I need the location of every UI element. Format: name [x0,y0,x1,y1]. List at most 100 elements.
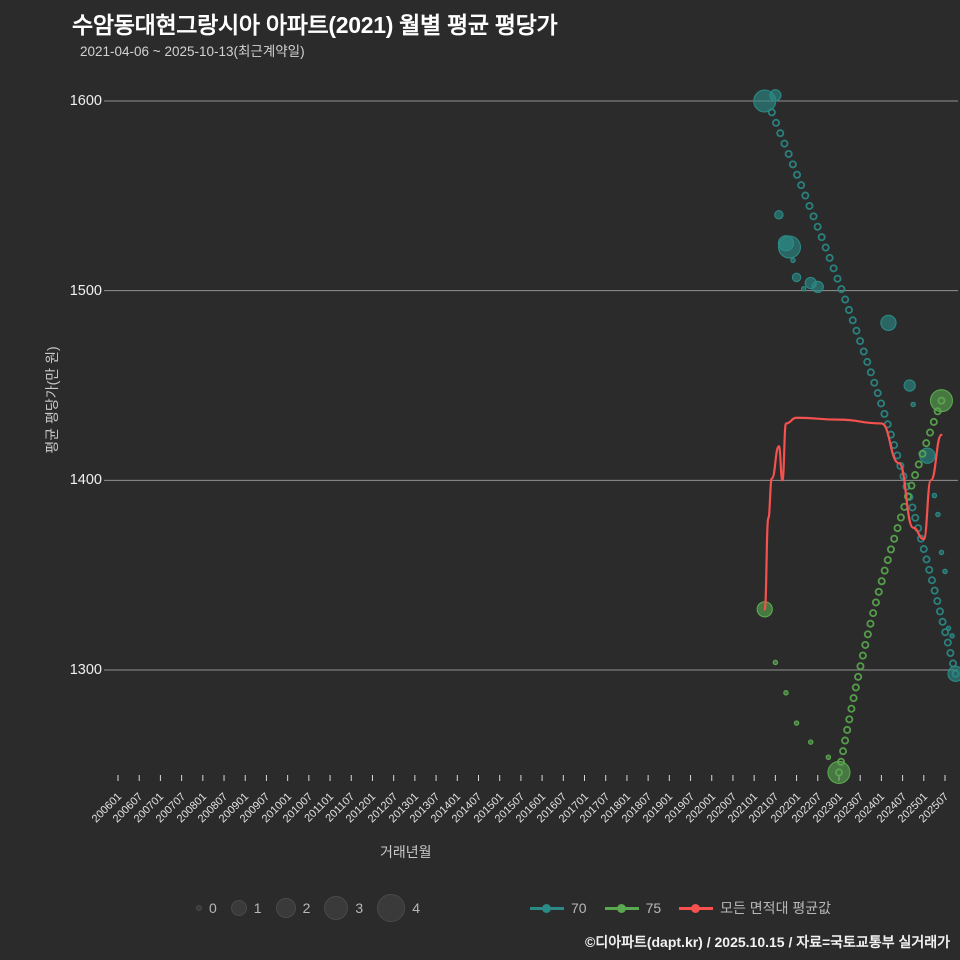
legend-series-list: 70 75 모든 면적대 평균값 [530,893,849,923]
bubble-point [942,568,948,575]
legend-series-item[interactable]: 모든 면적대 평균값 [679,898,831,918]
trend-dot [943,638,952,647]
trend-dot [949,659,958,668]
trend-dot [837,285,846,294]
bubble-point [772,659,779,666]
legend-series-label: 70 [571,900,587,916]
bubble-point [827,760,851,784]
trend-dot [874,587,883,596]
bubble-point [807,739,814,745]
trend-dot [933,597,942,606]
bubble-point [935,511,941,518]
bubble-point [903,379,916,392]
trend-dot [813,222,822,231]
trend-dot [927,576,936,585]
trend-dot [817,233,826,242]
trend-dot [911,513,920,522]
y-tick-label: 1600 [69,93,102,109]
legend-size-item[interactable]: 0 [196,900,217,916]
trend-dot [946,649,955,658]
y-axis-label: 평균 평당가(만 원) [44,346,60,454]
trend-dot [805,201,814,210]
trend-dot [890,534,899,543]
trend-dot [845,715,854,724]
trend-dot [893,524,902,533]
trend-dot [873,389,882,398]
trend-dot [863,357,872,366]
legend-series-item[interactable]: 70 [530,900,587,916]
bubble-point [910,401,916,408]
trend-dot [825,253,834,262]
trend-dot [880,409,889,418]
trend-dot [908,503,917,512]
trend-dot [883,555,892,564]
trend-dot [926,428,935,437]
bubble-point [777,235,802,259]
trend-dot [930,586,939,595]
footer-credit: ©디아파트(dapt.kr) / 2025.10.15 / 자료=국토교통부 실… [585,934,950,950]
bubble-point [825,754,832,760]
trend-dot [821,243,830,252]
trend-dot [941,628,950,637]
legend-size-dot-icon [377,894,406,922]
bubble-point [880,314,897,332]
legend-size-label: 3 [355,900,364,916]
legend-series-item[interactable]: 75 [604,900,661,916]
trend-dot [854,672,863,681]
series-모든 면적대 평균값 [763,416,943,611]
trend-dot [870,378,879,387]
legend-size-dot-icon [324,896,349,920]
bubble-point [947,665,960,682]
legend-size-label: 0 [209,900,217,916]
trend-dot [922,439,931,448]
chart-legend: 0 1 2 3 4 70 75 모든 면적대 평균값 [0,893,960,923]
trend-dot [866,619,875,628]
trend-dot [793,170,802,179]
legend-size-scale: 0 1 2 3 4 [196,893,434,923]
bubble-point [793,720,800,726]
trend-dot [861,640,870,649]
legend-size-dot-icon [196,905,202,911]
bubble-point [945,625,952,632]
trend-dot [903,492,912,501]
trend-dot [856,337,865,346]
bubble-point [783,690,789,696]
bubble-point [790,257,796,264]
legend-size-item[interactable]: 2 [275,898,311,918]
bubble-point [769,89,782,102]
legend-size-item[interactable]: 4 [377,894,420,922]
trend-dot [772,118,781,127]
trend-dot [935,607,944,616]
trend-dot [849,694,858,703]
trend-dot [880,566,889,575]
trend-dot [914,460,923,469]
trend-dot [839,747,848,756]
bubble-point [800,286,807,292]
bubble-point [811,280,824,294]
page-title: 수암동대현그랑시아 아파트(2021) 월별 평균 평당가 [72,12,558,38]
trend-dot [911,471,920,480]
legend-series-marker-icon [679,902,714,914]
legend-series-marker-icon [604,902,639,914]
y-tick-label: 1500 [69,282,102,299]
bubble-point [774,210,784,220]
trend-dot [843,725,852,734]
y-tick-label: 1300 [69,662,102,678]
trend-dot [929,417,938,426]
trend-dot [863,630,872,639]
trend-dot [918,449,927,458]
x-axis-label: 거래년월 [380,844,432,860]
trend-dot [829,264,838,273]
legend-size-item[interactable]: 1 [230,900,262,916]
legend-size-item[interactable]: 3 [324,896,363,920]
legend-series-marker-icon [530,902,564,914]
trend-dot [848,316,857,325]
average-line [763,416,943,611]
legend-size-label: 2 [302,900,311,916]
y-tick-label: 1400 [69,472,102,489]
trend-dot [877,399,886,408]
page-subtitle: 2021-04-06 ~ 2025-10-13(최근계약일) [80,44,305,59]
trend-dot [797,181,806,190]
